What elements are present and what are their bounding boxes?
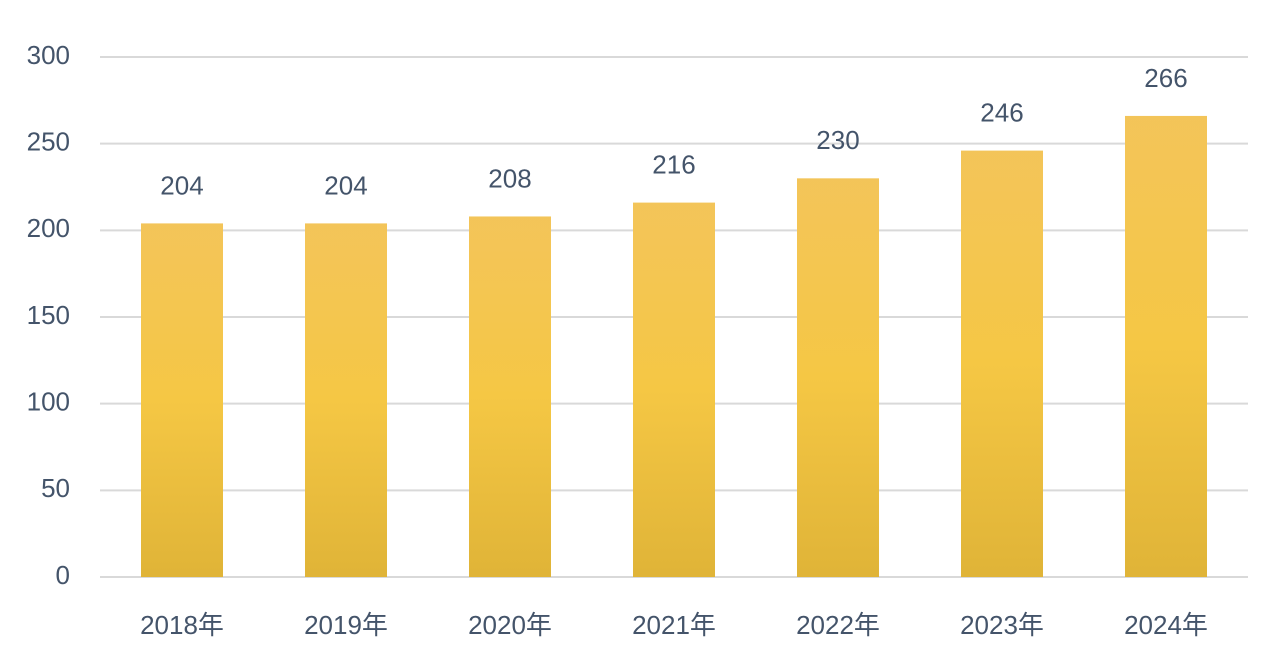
x-tick-label: 2024年 <box>1124 610 1208 640</box>
x-tick-label: 2023年 <box>960 610 1044 640</box>
bar <box>961 150 1043 577</box>
bar <box>305 223 387 577</box>
y-tick-label: 50 <box>41 473 70 503</box>
bar <box>633 202 715 577</box>
data-label: 216 <box>652 149 695 179</box>
x-tick-label: 2020年 <box>468 610 552 640</box>
y-tick-label: 100 <box>27 387 70 417</box>
data-label: 246 <box>980 97 1023 127</box>
bar <box>797 178 879 578</box>
data-label: 266 <box>1144 63 1187 93</box>
data-label: 204 <box>160 170 203 200</box>
x-tick-label: 2021年 <box>632 610 716 640</box>
y-tick-label: 0 <box>56 560 70 590</box>
y-tick-label: 200 <box>27 213 70 243</box>
x-tick-label: 2019年 <box>304 610 388 640</box>
x-tick-label: 2018年 <box>140 610 224 640</box>
y-tick-label: 150 <box>27 300 70 330</box>
x-tick-label: 2022年 <box>796 610 880 640</box>
data-label: 230 <box>816 125 859 155</box>
bar <box>1125 115 1207 577</box>
data-label: 208 <box>488 163 531 193</box>
y-tick-label: 250 <box>27 127 70 157</box>
data-label: 204 <box>324 170 367 200</box>
bar <box>469 216 551 577</box>
y-tick-label: 300 <box>27 40 70 70</box>
bar <box>141 223 223 577</box>
